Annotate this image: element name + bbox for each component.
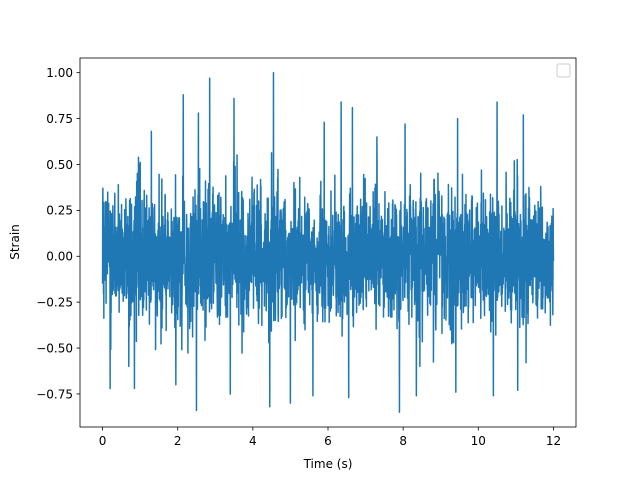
x-tick-label: 0 bbox=[99, 434, 107, 448]
x-axis-label: Time (s) bbox=[303, 457, 353, 471]
x-tick-label: 12 bbox=[546, 434, 561, 448]
x-tick-label: 10 bbox=[471, 434, 486, 448]
series-layer bbox=[101, 71, 555, 414]
y-tick-label: 0.75 bbox=[46, 112, 73, 126]
legend-box bbox=[556, 63, 571, 78]
x-tick-label: 8 bbox=[399, 434, 407, 448]
y-tick-label: 0.25 bbox=[46, 204, 73, 218]
y-tick-label: −0.25 bbox=[36, 295, 73, 309]
x-ticks: 0 2 4 6 8 10 12 bbox=[99, 427, 561, 448]
y-tick-label: −0.75 bbox=[36, 387, 73, 401]
y-ticks: −0.75 −0.50 −0.25 0.00 0.25 0.50 0.75 1.00 bbox=[36, 66, 80, 401]
strain-series-line bbox=[101, 71, 555, 414]
x-tick-label: 6 bbox=[324, 434, 332, 448]
y-tick-label: 1.00 bbox=[46, 66, 73, 80]
y-tick-label: −0.50 bbox=[36, 341, 73, 355]
y-axis-label: Strain bbox=[8, 224, 22, 260]
y-tick-label: 0.50 bbox=[46, 158, 73, 172]
x-tick-label: 2 bbox=[174, 434, 182, 448]
y-tick-label: 0.00 bbox=[46, 250, 73, 264]
x-tick-label: 4 bbox=[249, 434, 257, 448]
